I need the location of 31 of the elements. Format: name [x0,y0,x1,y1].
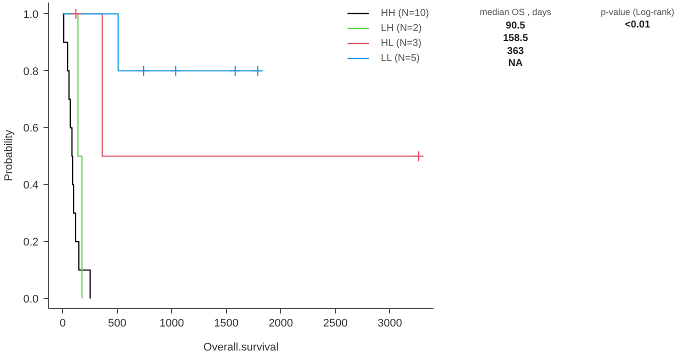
point [170,65,182,76]
y-tick-label: 0.4 [23,180,39,192]
y-tick-label: 0.2 [23,236,39,249]
point [412,150,424,162]
x-tick-label: 1500 [214,318,239,330]
text: <0.01 [624,19,651,30]
x-tick-label: 2000 [268,318,294,330]
legend-label: HL (N=3) [380,36,422,50]
legend-label: HH (N=10) [380,6,429,20]
x-tick-label: 1000 [160,318,184,330]
y-tick-label: 1.0 [23,8,39,21]
x-tick-label: 500 [108,318,126,330]
y-tick-label: 0.6 [23,122,39,135]
x-tick-label: 2500 [323,318,348,330]
x-tick-label: 0 [60,318,66,330]
point [70,8,82,20]
point [230,65,241,76]
text: 363 [507,46,524,58]
x-tick-label: 3000 [378,318,402,330]
y-tick-label: 0.8 [23,66,39,78]
text: 158.5 [502,33,528,44]
y-tick-label: 0.0 [23,294,39,306]
point [138,65,150,76]
legend-label: LH (N=2) [380,22,422,35]
y-axis-title: Probability [3,129,16,182]
x-axis-title: Overall.survival [203,342,279,354]
legend-label: LL (N=5) [380,52,420,65]
text: p-value (Log-rank) [600,6,674,17]
text: 90.5 [506,20,526,32]
text: median OS , days [480,6,552,17]
text: NA [508,58,523,70]
